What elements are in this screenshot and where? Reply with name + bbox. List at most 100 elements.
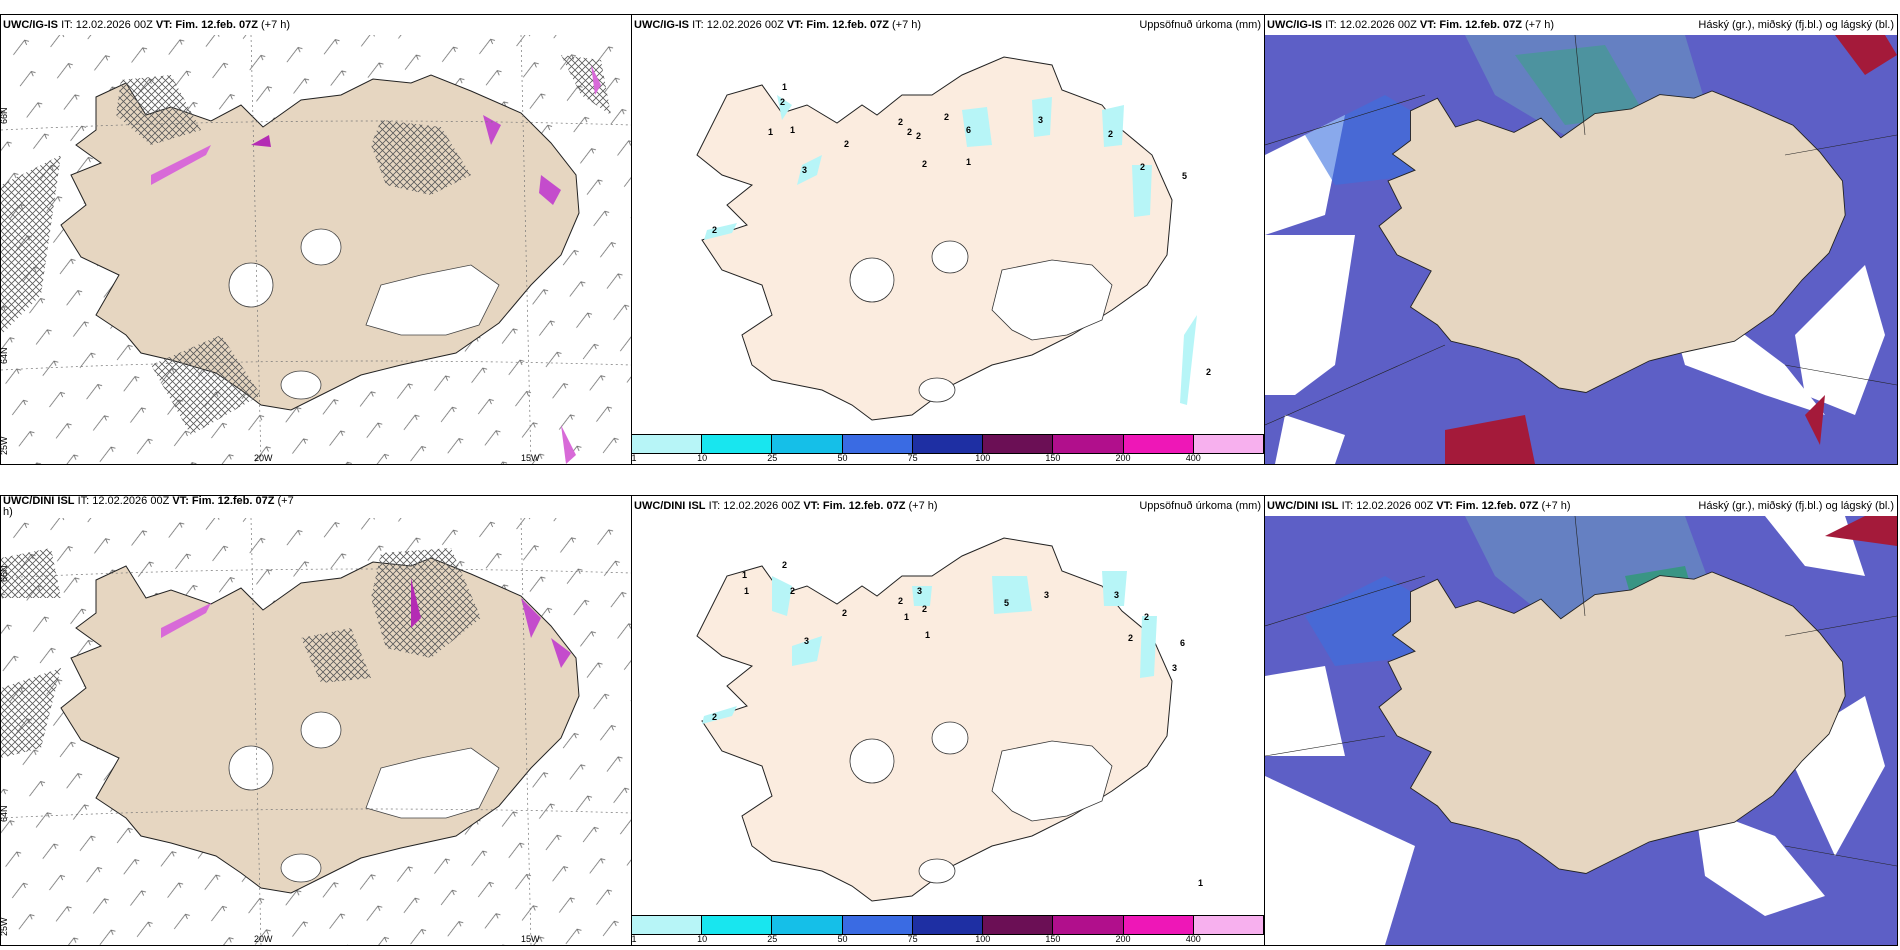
colorbar: 1 10 25 50 75 100 150 200 400 — [632, 434, 1264, 464]
init-time: IT: 12.02.2026 00Z — [708, 500, 801, 512]
precip-value-labels: 1 2 1 2 3 2 2 2 1 2 3 1 5 3 3 2 6 2 3 1 — [712, 560, 1203, 888]
colorbar-label: 10 — [697, 453, 708, 463]
colorbar-swatch — [1053, 435, 1124, 453]
svg-text:5: 5 — [1182, 171, 1187, 181]
svg-text:2: 2 — [1140, 162, 1145, 172]
panel-title: Uppsöfnuð úrkoma (mm) — [1139, 500, 1261, 512]
lead-time-tail: h) — [3, 506, 13, 518]
precip-value-labels: 1 2 1 1 3 2 2 2 2 2 2 6 1 2 3 2 2 5 2 — [712, 82, 1211, 377]
precip-patches — [702, 571, 1157, 724]
svg-text:1: 1 — [768, 127, 773, 137]
wind-panel-top: UWC/IG-IS IT: 12.02.2026 00Z VT: Fim. 12… — [0, 14, 632, 465]
lead-time: (+7 h) — [908, 500, 938, 512]
colorbar-swatch — [772, 435, 843, 453]
svg-text:2: 2 — [842, 608, 847, 618]
colorbar-label: 10 — [697, 934, 708, 944]
init-time: IT: 12.02.2026 00Z — [77, 495, 170, 507]
panel-header: UWC/IG-IS IT: 12.02.2026 00Z VT: Fim. 12… — [1265, 15, 1897, 35]
valid-time: VT: Fim. 12.feb. 07Z — [155, 19, 258, 31]
precip-map: 1 2 1 1 3 2 2 2 2 2 2 6 1 2 3 2 2 5 2 — [696, 56, 1211, 421]
cloud-panel-bottom: UWC/DINI ISL IT: 12.02.2026 00Z VT: Fim.… — [1264, 495, 1898, 946]
colorbar-swatch — [1123, 916, 1194, 934]
svg-text:2: 2 — [922, 604, 927, 614]
cloud-map — [1265, 516, 1897, 945]
colorbar-labels: 1 10 25 50 75 100 150 200 400 — [632, 933, 1264, 945]
colorbar-label: 75 — [907, 934, 918, 944]
colorbar-label: 100 — [975, 934, 991, 944]
colorbar-swatch — [1193, 435, 1264, 453]
colorbar-swatches — [632, 915, 1264, 935]
panel-header: UWC/DINI ISL IT: 12.02.2026 00Z VT: Fim.… — [632, 496, 1264, 516]
svg-text:1: 1 — [966, 157, 971, 167]
colorbar-label: 1 — [631, 453, 637, 463]
iceland-land — [696, 537, 1173, 902]
panel-header: UWC/IG-IS IT: 12.02.2026 00Z VT: Fim. 12… — [1, 15, 631, 35]
colorbar-swatch — [842, 916, 913, 934]
colorbar-swatch — [983, 916, 1054, 934]
lon-label-15: 15W — [521, 934, 540, 944]
svg-text:2: 2 — [898, 596, 903, 606]
svg-text:1: 1 — [925, 630, 930, 640]
svg-text:2: 2 — [1128, 633, 1133, 643]
svg-text:1: 1 — [744, 586, 749, 596]
iceland-land — [696, 56, 1173, 421]
colorbar-swatch — [702, 435, 773, 453]
svg-text:2: 2 — [898, 117, 903, 127]
svg-text:1: 1 — [742, 570, 747, 580]
svg-text:2: 2 — [712, 225, 717, 235]
colorbar-swatches — [632, 434, 1264, 454]
svg-text:2: 2 — [1108, 129, 1113, 139]
lon-label-15: 15W — [521, 453, 540, 463]
svg-text:1: 1 — [782, 82, 787, 92]
svg-text:6: 6 — [966, 125, 971, 135]
svg-text:2: 2 — [944, 112, 949, 122]
svg-text:1: 1 — [1198, 878, 1203, 888]
valid-time: VT: Fim. 12.feb. 07Z — [803, 500, 906, 512]
panel-header: UWC/DINI ISL IT: 12.02.2026 00Z VT: Fim.… — [1, 496, 631, 518]
model-name: UWC/IG-IS — [1267, 19, 1322, 31]
lat-label-64: 64N — [1, 805, 9, 822]
model-name: UWC/IG-IS — [634, 19, 689, 31]
colorbar-swatch — [772, 916, 843, 934]
model-name: UWC/DINI ISL — [1267, 500, 1339, 512]
cloud-map — [1265, 35, 1897, 464]
colorbar-label: 400 — [1185, 453, 1201, 463]
svg-text:3: 3 — [1044, 590, 1049, 600]
svg-text:3: 3 — [1172, 663, 1177, 673]
colorbar-label: 25 — [767, 453, 778, 463]
svg-text:2: 2 — [916, 131, 921, 141]
panel-title: Háský (gr.), miðský (fj.bl.) og lágský (… — [1698, 19, 1894, 31]
init-time: IT: 12.02.2026 00Z — [1325, 19, 1417, 31]
init-time: IT: 12.02.2026 00Z — [1341, 500, 1434, 512]
panel-header: UWC/IG-IS IT: 12.02.2026 00Z VT: Fim. 12… — [632, 15, 1264, 35]
colorbar-swatch — [702, 916, 773, 934]
colorbar-labels: 1 10 25 50 75 100 150 200 400 — [632, 452, 1264, 464]
svg-text:2: 2 — [782, 560, 787, 570]
lead-time: (+7 h) — [892, 19, 922, 31]
graticule — [1, 518, 631, 945]
model-name: UWC/DINI ISL — [3, 495, 75, 507]
svg-text:6: 6 — [1180, 638, 1185, 648]
hatched-area — [1, 548, 481, 758]
svg-text:3: 3 — [917, 586, 922, 596]
cloud-panel-top: UWC/IG-IS IT: 12.02.2026 00Z VT: Fim. 12… — [1264, 14, 1898, 465]
svg-text:3: 3 — [802, 165, 807, 175]
precip-panel-bottom: UWC/DINI ISL IT: 12.02.2026 00Z VT: Fim.… — [631, 495, 1265, 946]
lon-label-20: 20W — [254, 453, 273, 463]
svg-text:1: 1 — [790, 125, 795, 135]
precip-patches — [704, 95, 1197, 405]
svg-text:1: 1 — [904, 612, 909, 622]
model-name: UWC/DINI ISL — [634, 500, 706, 512]
colorbar-swatch — [983, 435, 1054, 453]
lon-label-25: 25W — [1, 436, 9, 455]
svg-text:3: 3 — [1114, 590, 1119, 600]
precip-panel-top: UWC/IG-IS IT: 12.02.2026 00Z VT: Fim. 12… — [631, 14, 1265, 465]
colorbar-label: 1 — [631, 934, 637, 944]
colorbar-swatch — [1193, 916, 1264, 934]
init-time: IT: 12.02.2026 00Z — [692, 19, 784, 31]
colorbar-label: 150 — [1045, 934, 1061, 944]
colorbar: 1 10 25 50 75 100 150 200 400 — [632, 915, 1264, 945]
svg-text:2: 2 — [922, 159, 927, 169]
svg-text:2: 2 — [790, 586, 795, 596]
valid-time: VT: Fim. 12.feb. 07Z — [1436, 500, 1539, 512]
